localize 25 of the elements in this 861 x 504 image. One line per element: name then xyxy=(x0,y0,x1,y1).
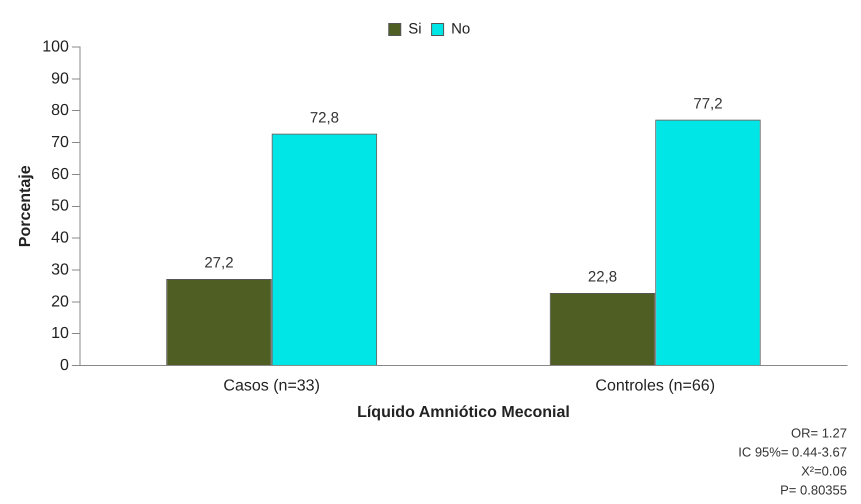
data-label: 72,8 xyxy=(310,109,340,126)
legend-label: No xyxy=(451,20,470,38)
y-tick-label: 0 xyxy=(60,357,69,374)
y-tick-label: 80 xyxy=(51,102,69,120)
y-axis-title: Porcentaje xyxy=(17,165,34,248)
legend-label: Si xyxy=(408,20,422,38)
y-tick-label: 60 xyxy=(51,166,69,183)
x-tick-label: Controles (n=66) xyxy=(595,378,716,395)
y-tick-label: 90 xyxy=(51,70,69,88)
text: OR= 1.27 xyxy=(790,426,847,441)
y-tick-label: 100 xyxy=(42,38,69,56)
y-tick-label: 40 xyxy=(51,230,69,247)
data-label: 77,2 xyxy=(693,95,723,112)
data-label: 27,2 xyxy=(204,254,234,272)
y-tick-label: 30 xyxy=(51,261,69,278)
x-axis-title: Líquido Amniótico Meconial xyxy=(357,404,570,421)
y-tick-label: 20 xyxy=(51,293,69,310)
data-label: 22,8 xyxy=(588,268,618,286)
y-tick-label: 10 xyxy=(51,325,69,342)
text: X²=0.06 xyxy=(801,464,847,479)
text: IC 95%= 0.44-3.67 xyxy=(738,444,847,460)
x-tick-label: Casos (n=33) xyxy=(223,378,320,395)
y-tick-label: 70 xyxy=(51,134,69,151)
y-tick-label: 50 xyxy=(51,198,69,215)
text: P= 0.80355 xyxy=(780,482,847,498)
